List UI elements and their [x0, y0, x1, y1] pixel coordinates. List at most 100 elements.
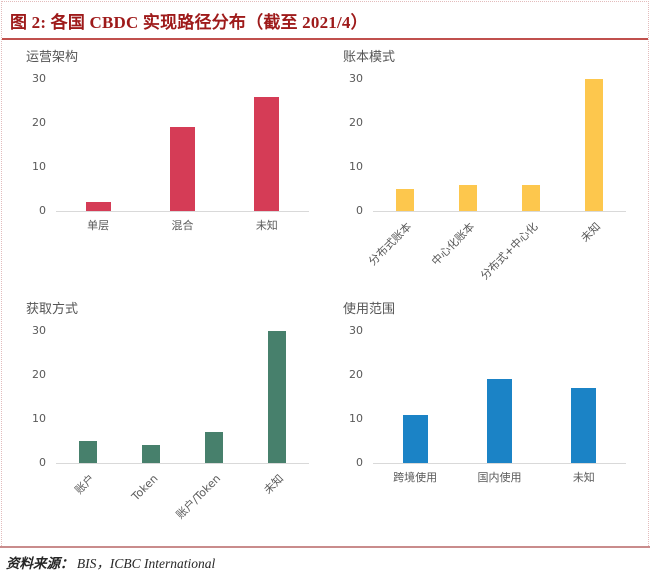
bars-region — [56, 79, 309, 212]
bars-region — [56, 331, 309, 464]
x-tick-text: 未知 — [578, 220, 604, 245]
source-label: 资料来源： — [6, 556, 74, 571]
plot-area: 0 10 20 30 — [26, 72, 309, 217]
x-tick-label: 单层 — [56, 212, 140, 232]
bar — [486, 379, 512, 463]
y-tick-label: 0 — [39, 456, 46, 469]
x-tick-label: 国内使用 — [457, 464, 541, 484]
bar-slot — [436, 79, 499, 211]
bar — [78, 441, 97, 463]
plot-area: 0 10 20 30 — [26, 324, 309, 469]
x-tick-text: 分布式账本 — [365, 220, 414, 269]
y-tick-label: 0 — [39, 204, 46, 217]
y-tick-label: 20 — [349, 116, 363, 129]
x-tick-label: 分布式账本 — [366, 212, 436, 278]
x-tick-label: 未知 — [542, 464, 626, 484]
x-tick-text: 国内使用 — [477, 471, 522, 484]
bar — [458, 184, 477, 211]
x-tick-label: 账户/Token — [174, 464, 246, 530]
x-tick-text: 账户 — [72, 472, 97, 497]
bar — [268, 331, 287, 463]
x-tick-label: 混合 — [140, 212, 224, 232]
x-tick-label: Token — [119, 464, 182, 530]
chart-subtitle: 账本模式 — [343, 50, 396, 65]
bar — [402, 414, 428, 463]
y-tick-label: 0 — [356, 456, 363, 469]
bar-slot — [542, 331, 626, 463]
y-tick-label: 10 — [32, 160, 46, 173]
chart-operating-architecture: 运营架构 0 10 20 30 单层 混合 未知 — [26, 50, 309, 278]
x-tick-text: 跨境使用 — [393, 471, 438, 484]
bar — [571, 388, 597, 463]
y-axis: 0 10 20 30 — [343, 72, 373, 217]
x-tick-label: 跨境使用 — [373, 464, 457, 484]
figure-title: 图 2: 各国 CBDC 实现路径分布（截至 2021/4） — [10, 13, 368, 32]
y-tick-label: 30 — [32, 72, 46, 85]
bars-region — [373, 331, 626, 464]
y-axis: 0 10 20 30 — [26, 324, 56, 469]
x-tick-label: 未知 — [225, 212, 309, 232]
chart-usage-scope: 使用范围 0 10 20 30 跨境使用 国内使用 未知 — [343, 302, 626, 530]
bar-slot — [225, 79, 309, 211]
x-tick-text: 未知 — [572, 471, 595, 484]
bar — [85, 202, 111, 211]
y-tick-label: 30 — [32, 324, 46, 337]
x-axis-labels: 跨境使用 国内使用 未知 — [373, 464, 626, 484]
bar-slot — [457, 331, 541, 463]
bar — [395, 189, 414, 211]
x-axis-labels: 账户 Token 账户/Token 未知 — [56, 464, 309, 530]
x-axis-labels: 分布式账本 中心化账本 分布式+中心化 未知 — [366, 212, 626, 282]
x-tick-text: 未知 — [261, 472, 287, 497]
figure-frame: 图 2: 各国 CBDC 实现路径分布（截至 2021/4） 运营架构 0 10 2… — [1, 1, 649, 546]
bottom-divider — [0, 546, 650, 548]
x-tick-text: 混合 — [171, 219, 194, 232]
chart-subtitle: 获取方式 — [26, 302, 79, 317]
y-tick-label: 30 — [349, 72, 363, 85]
y-axis: 0 10 20 30 — [343, 324, 373, 469]
bar-slot — [373, 79, 436, 211]
y-tick-label: 10 — [349, 160, 363, 173]
source-line: 资料来源： BIS，ICBC International — [6, 552, 644, 572]
bar-slot — [563, 79, 626, 211]
charts-grid: 运营架构 0 10 20 30 单层 混合 未知 账本模式 0 10 20 30 分布式账本 中心… — [2, 40, 648, 530]
bar — [585, 79, 604, 211]
bar-slot — [56, 331, 119, 463]
bar-slot — [500, 79, 563, 211]
y-tick-label: 30 — [349, 324, 363, 337]
y-tick-label: 0 — [356, 204, 363, 217]
y-tick-label: 10 — [32, 412, 46, 425]
x-tick-text: 未知 — [255, 219, 278, 232]
x-axis-labels: 单层 混合 未知 — [56, 212, 309, 232]
plot-area: 0 10 20 30 — [343, 324, 626, 469]
bar-slot — [119, 331, 182, 463]
x-tick-text: 单层 — [87, 219, 110, 232]
x-tick-label: 账户 — [56, 464, 119, 530]
plot-area: 0 10 20 30 — [343, 72, 626, 217]
x-tick-label: 分布式+中心化 — [478, 212, 563, 282]
chart-ledger-mode: 账本模式 0 10 20 30 分布式账本 中心化账本 分布式+中心化 未知 — [343, 50, 626, 282]
bar-slot — [246, 331, 309, 463]
chart-access-method: 获取方式 0 10 20 30 账户 Token 账户/Token 未知 — [26, 302, 309, 530]
bar — [205, 432, 224, 463]
y-tick-label: 20 — [32, 368, 46, 381]
y-tick-label: 10 — [349, 412, 363, 425]
bars-region — [373, 79, 626, 212]
bar — [169, 127, 195, 211]
chart-subtitle: 运营架构 — [26, 50, 79, 65]
bar — [141, 445, 160, 463]
y-axis: 0 10 20 30 — [26, 72, 56, 217]
bar-slot — [140, 79, 224, 211]
x-tick-label: 未知 — [246, 464, 309, 530]
bar-slot — [373, 331, 457, 463]
chart-subtitle: 使用范围 — [343, 302, 396, 317]
y-tick-label: 20 — [349, 368, 363, 381]
x-tick-text: 中心化账本 — [428, 220, 478, 269]
y-tick-label: 20 — [32, 116, 46, 129]
bar-slot — [183, 331, 246, 463]
x-tick-label: 未知 — [563, 212, 626, 278]
figure-title-bar: 图 2: 各国 CBDC 实现路径分布（截至 2021/4） — [2, 2, 648, 40]
x-tick-text: Token — [128, 472, 161, 504]
bar-slot — [56, 79, 140, 211]
bar — [254, 96, 280, 211]
bar — [522, 184, 541, 211]
